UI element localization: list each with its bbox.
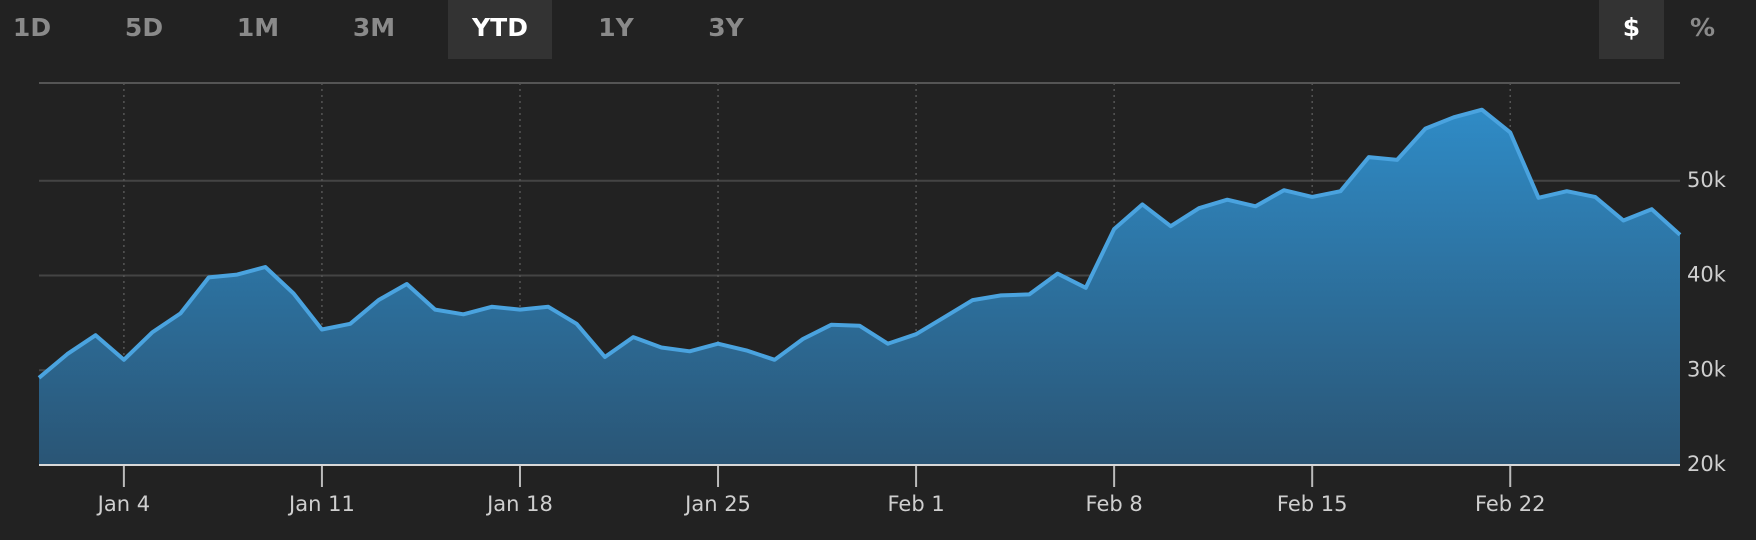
toolbar-button[interactable]: $ xyxy=(1599,0,1664,59)
x-tick-label: Jan 4 xyxy=(96,492,150,516)
x-tick-label: Feb 8 xyxy=(1086,492,1143,516)
toolbar-button[interactable]: 5D xyxy=(124,13,164,42)
y-tick-label: 40k xyxy=(1687,263,1727,287)
toolbar-button[interactable]: 1Y xyxy=(598,13,634,42)
x-tick-label: Feb 15 xyxy=(1277,492,1348,516)
x-tick-label: Jan 18 xyxy=(485,492,553,516)
toolbar-button[interactable]: 1D xyxy=(12,13,52,42)
y-tick-label: 50k xyxy=(1687,168,1727,192)
toolbar-button[interactable]: % xyxy=(1689,13,1716,42)
x-tick-label: Jan 11 xyxy=(287,492,355,516)
line xyxy=(37,107,1682,380)
toolbar-button[interactable]: 1M xyxy=(236,13,280,42)
y-tick-label: 30k xyxy=(1687,357,1727,381)
x-tick-label: Jan 25 xyxy=(683,492,751,516)
toolbar-button[interactable]: 3Y xyxy=(708,13,744,42)
x-tick-label: Feb 22 xyxy=(1475,492,1546,516)
x-tick-label: Feb 1 xyxy=(887,492,944,516)
toolbar-button[interactable]: YTD xyxy=(448,0,552,59)
toolbar-button[interactable]: 3M xyxy=(352,13,396,42)
y-tick-label: 20k xyxy=(1687,452,1727,476)
